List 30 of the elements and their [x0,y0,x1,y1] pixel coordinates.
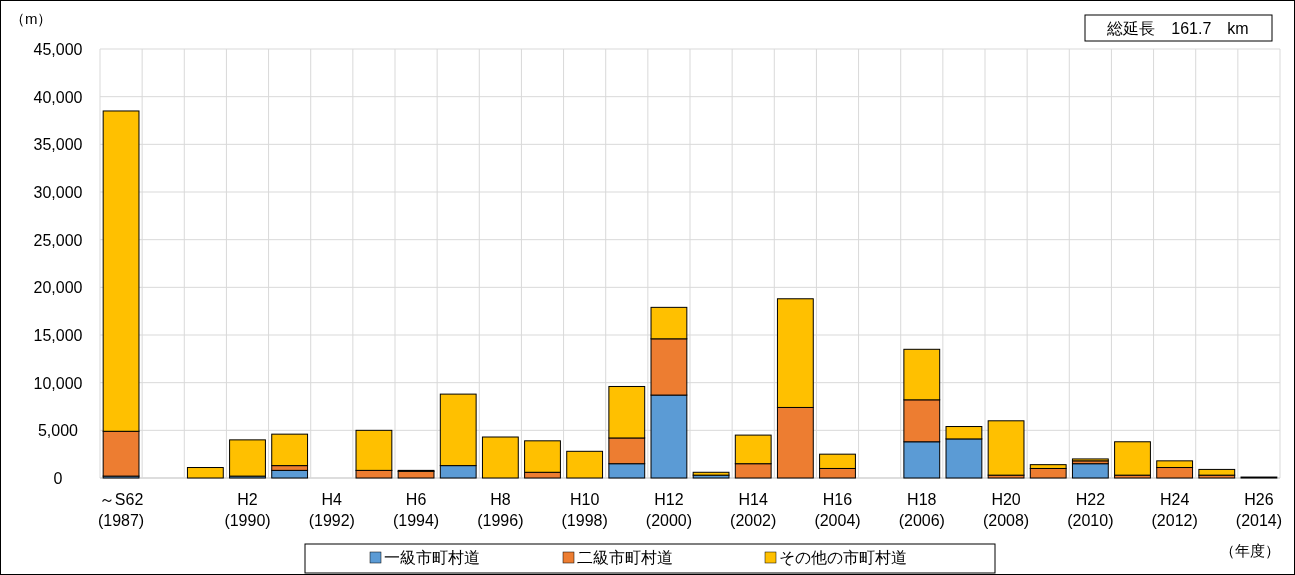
y-tick-label: 15,000 [33,327,83,344]
x-tick-label: H16 (2004) [814,491,861,529]
y-tick-label: 5,000 [37,422,79,440]
y-axis-title: （m） [10,10,53,27]
x-tick-label: H26 (2014) [1235,491,1283,529]
x-tick-label: H20 (2008) [982,491,1030,529]
x-tick-label: H8 (1996) [477,491,524,529]
x-tick-label: H18 (2006) [898,491,945,529]
x-tick-label: H4 (1992) [308,491,355,529]
x-tick-label: H2 (1990) [224,491,271,529]
legend-label: 一級市町村道 [384,549,480,566]
text: 総延長 161.7 km [1106,20,1249,37]
y-tick-label: 10,000 [33,374,83,392]
y-tick-label: 45,000 [33,41,83,58]
x-tick-label: H12 (2000) [645,491,693,529]
x-tick-label: H14 (2002) [730,491,777,529]
y-tick-label: 20,000 [33,279,83,297]
y-tick-label: 40,000 [33,88,83,106]
y-tick-label: 25,000 [33,231,83,249]
x-tick-label: ～S62 (1987) [97,491,145,529]
y-tick-label: 0 [53,470,63,487]
x-tick-label: H6 (1994) [392,491,440,529]
x-tick-label: H24 (2012) [1151,491,1198,529]
x-axis-title: （年度） [1220,542,1280,559]
y-tick-label: 35,000 [33,136,83,154]
legend-label: 二級市町村道 [577,549,673,566]
legend-label: その他の市町村道 [779,549,907,566]
x-tick-label: H22 (2010) [1067,491,1114,529]
y-tick-label: 30,000 [33,184,83,201]
x-tick-label: H10 (1998) [561,491,608,529]
